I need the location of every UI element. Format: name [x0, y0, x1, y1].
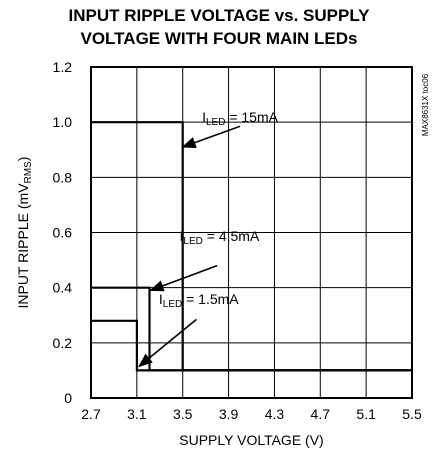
x-tick-label: 3.1	[127, 406, 147, 422]
series-label-3: ILED = 1.5mA	[159, 291, 239, 310]
x-tick-label: 3.5	[173, 406, 193, 422]
part-number-label: MAX8631X toc06	[421, 73, 430, 136]
plot-frame	[90, 66, 413, 399]
series-line-2	[91, 286, 412, 372]
y-axis-label-main: INPUT RIPPLE (mV	[15, 183, 31, 309]
x-tick-label: 5.1	[356, 406, 376, 422]
annotations: ILED = 15mA ILED = 4.5mA ILED = 1.5mA	[138, 109, 279, 368]
annotation-arrow-2	[149, 264, 218, 292]
series-group	[91, 121, 412, 372]
x-tick-label: 4.3	[265, 406, 285, 422]
y-axis-label: INPUT RIPPLE (mVRMS)	[15, 157, 34, 309]
chart-title: INPUT RIPPLE VOLTAGE vs. SUPPLY VOLTAGE …	[0, 4, 438, 50]
chart-title-line2: VOLTAGE WITH FOUR MAIN LEDs	[80, 29, 358, 48]
x-tick-label: 4.7	[311, 406, 331, 422]
y-tick-label: 0.6	[53, 225, 73, 241]
y-tick-label: 0.8	[53, 169, 73, 185]
x-tick-label: 3.9	[219, 406, 239, 422]
series-line-3	[91, 319, 412, 372]
y-tick-label: 0	[64, 390, 72, 406]
y-tick-label: 1.2	[53, 59, 73, 75]
series-line-1	[91, 121, 412, 372]
y-axis-label-tail: )	[15, 157, 31, 162]
tick-labels: 2.7 3.1 3.5 3.9 4.3 4.7 5.1 5.5 0 0.2 0.4 0.6 0.8 1.0…	[53, 59, 422, 422]
y-tick-label: 0.4	[53, 280, 73, 296]
y-tick-label: 1.0	[53, 114, 73, 130]
chart-title-line1: INPUT RIPPLE VOLTAGE vs. SUPPLY	[68, 6, 370, 25]
x-tick-label: 5.5	[402, 406, 422, 422]
x-axis-label: SUPPLY VOLTAGE (V)	[179, 432, 323, 448]
series-label-1: ILED = 15mA	[202, 109, 279, 128]
annotation-arrow-3	[138, 318, 197, 368]
annotation-arrow-1	[181, 125, 241, 149]
y-tick-label: 0.2	[53, 335, 73, 351]
y-axis-label-sub: RMS	[23, 161, 34, 184]
x-tick-label: 2.7	[81, 406, 101, 422]
series-label-2: ILED = 4.5mA	[180, 228, 260, 247]
